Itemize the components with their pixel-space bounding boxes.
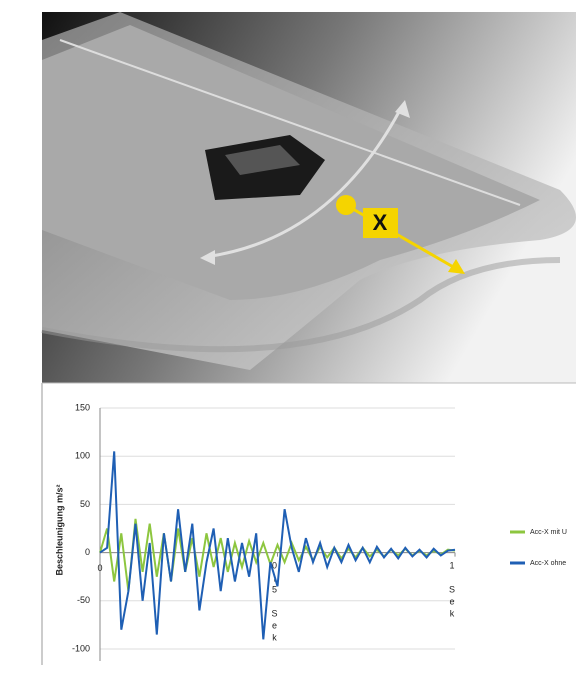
legend-label: Acc-X ohne	[530, 560, 566, 567]
y-tick-label: 150	[75, 402, 90, 412]
y-tick-label: -50	[77, 595, 90, 605]
data-line	[99, 451, 456, 640]
y-tick-label: -100	[72, 643, 90, 653]
y-tick-label: 100	[75, 451, 90, 461]
x-tick-label: 0,5 Sek	[270, 561, 280, 645]
x-tick-label: 0	[97, 563, 102, 573]
legend-label: Acc-X mit U	[530, 529, 567, 536]
photo: X	[41, 12, 576, 383]
y-tick-label: 0	[85, 547, 90, 557]
y-tick-label: 50	[80, 499, 90, 509]
x-tick-label: 1 Sek	[447, 561, 457, 621]
axis-label: X	[373, 210, 388, 235]
y-axis-title: Beschleunigung m/s²	[54, 484, 64, 575]
